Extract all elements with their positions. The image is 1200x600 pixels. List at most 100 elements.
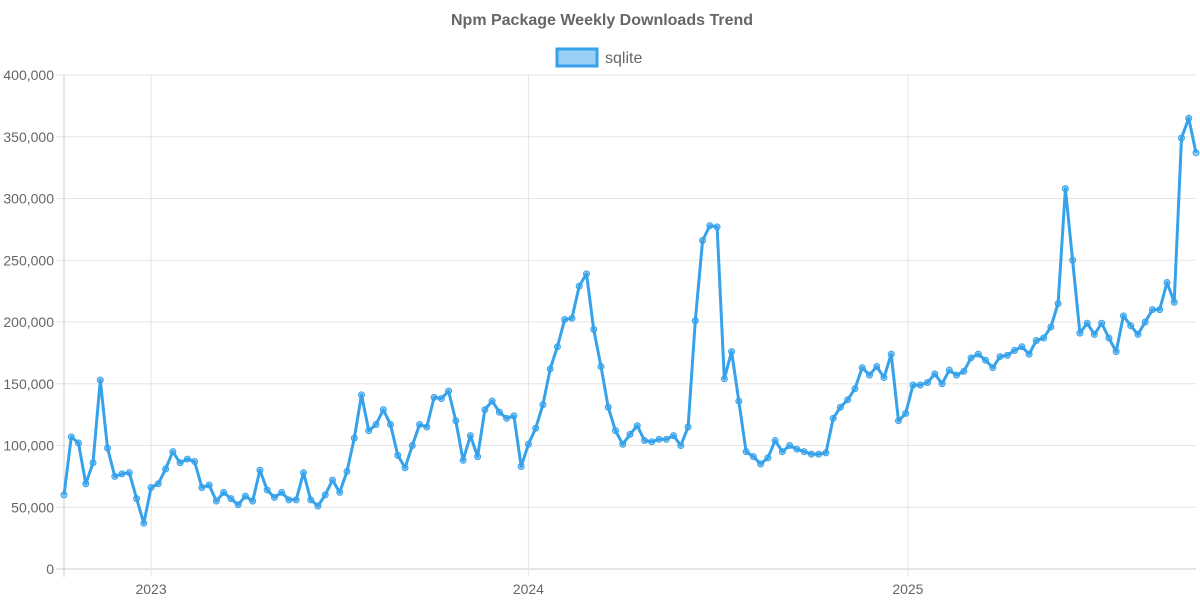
data-point[interactable] [844,396,852,404]
data-point[interactable] [205,481,213,489]
data-point[interactable] [742,448,750,456]
data-point[interactable] [880,374,888,382]
data-point[interactable] [829,414,837,422]
data-point[interactable] [662,435,670,443]
data-point[interactable] [568,314,576,322]
data-point[interactable] [626,430,634,438]
data-point[interactable] [1011,346,1019,354]
data-point[interactable] [670,432,678,440]
data-point[interactable] [430,393,438,401]
data-point[interactable] [684,423,692,431]
data-point[interactable] [517,462,525,470]
data-point[interactable] [1134,330,1142,338]
data-point[interactable] [336,488,344,496]
data-point[interactable] [133,495,141,503]
data-point[interactable] [619,440,627,448]
data-point[interactable] [1156,306,1164,314]
data-point[interactable] [1148,306,1156,314]
data-point[interactable] [299,469,307,477]
data-point[interactable] [1076,329,1084,337]
data-point[interactable] [720,375,728,383]
data-point[interactable] [851,385,859,393]
data-point[interactable] [1061,185,1069,193]
data-point[interactable] [916,381,924,389]
data-point[interactable] [169,448,177,456]
data-point[interactable] [1163,278,1171,286]
data-point[interactable] [1083,319,1091,327]
data-point[interactable] [778,448,786,456]
data-point[interactable] [902,409,910,417]
data-point[interactable] [350,434,358,442]
data-point[interactable] [67,433,75,441]
data-point[interactable] [728,348,736,356]
data-point[interactable] [278,488,286,496]
data-point[interactable] [691,317,699,325]
data-point[interactable] [154,480,162,488]
data-point[interactable] [372,421,380,429]
data-point[interactable] [212,497,220,505]
data-point[interactable] [1090,330,1098,338]
data-point[interactable] [510,412,518,420]
data-point[interactable] [1025,350,1033,358]
data-point[interactable] [343,467,351,475]
data-point[interactable] [815,450,823,458]
data-point[interactable] [437,395,445,403]
data-point[interactable] [924,379,932,387]
data-point[interactable] [699,236,707,244]
data-point[interactable] [408,442,416,449]
data-point[interactable] [307,496,315,504]
data-point[interactable] [118,470,126,478]
data-point[interactable] [590,325,598,333]
data-point[interactable] [249,497,257,505]
data-point[interactable] [539,401,547,409]
data-point[interactable] [1040,334,1048,342]
data-point[interactable] [241,492,249,500]
data-point[interactable] [807,450,815,458]
data-point[interactable] [394,451,402,459]
data-point[interactable] [220,488,228,496]
data-point[interactable] [234,501,242,509]
data-point[interactable] [285,496,293,504]
data-point[interactable] [379,406,387,414]
data-point[interactable] [1069,256,1077,264]
data-point[interactable] [140,519,148,527]
data-point[interactable] [836,403,844,411]
data-point[interactable] [328,476,336,484]
data-point[interactable] [125,469,133,477]
data-point[interactable] [198,483,206,491]
data-point[interactable] [1032,337,1040,345]
data-point[interactable] [503,414,511,422]
data-point[interactable] [89,459,97,467]
data-point[interactable] [800,448,808,456]
data-point[interactable] [104,444,112,452]
data-point[interactable] [162,465,170,473]
data-point[interactable] [953,371,961,379]
data-point[interactable] [974,350,982,358]
data-point[interactable] [553,343,561,351]
data-point[interactable] [1098,319,1106,327]
data-point[interactable] [713,223,721,231]
data-point[interactable] [1177,134,1185,142]
data-point[interactable] [677,442,685,449]
data-point[interactable] [1119,312,1127,320]
data-point[interactable] [488,397,496,405]
data-point[interactable] [909,381,917,389]
data-point[interactable] [1047,323,1055,331]
data-point[interactable] [938,380,946,388]
data-point[interactable] [561,316,569,324]
data-point[interactable] [858,364,866,372]
data-point[interactable] [256,466,264,474]
data-point[interactable] [749,453,757,461]
data-point[interactable] [82,480,90,488]
data-point[interactable] [757,460,765,468]
data-point[interactable] [793,445,801,453]
data-point[interactable] [706,222,714,230]
data-point[interactable] [111,472,119,480]
data-point[interactable] [771,437,779,445]
data-point[interactable] [1018,343,1026,351]
data-point[interactable] [365,427,373,435]
data-point[interactable] [96,376,104,384]
data-point[interactable] [641,437,649,445]
data-point[interactable] [1141,318,1149,326]
data-point[interactable] [1054,299,1062,307]
